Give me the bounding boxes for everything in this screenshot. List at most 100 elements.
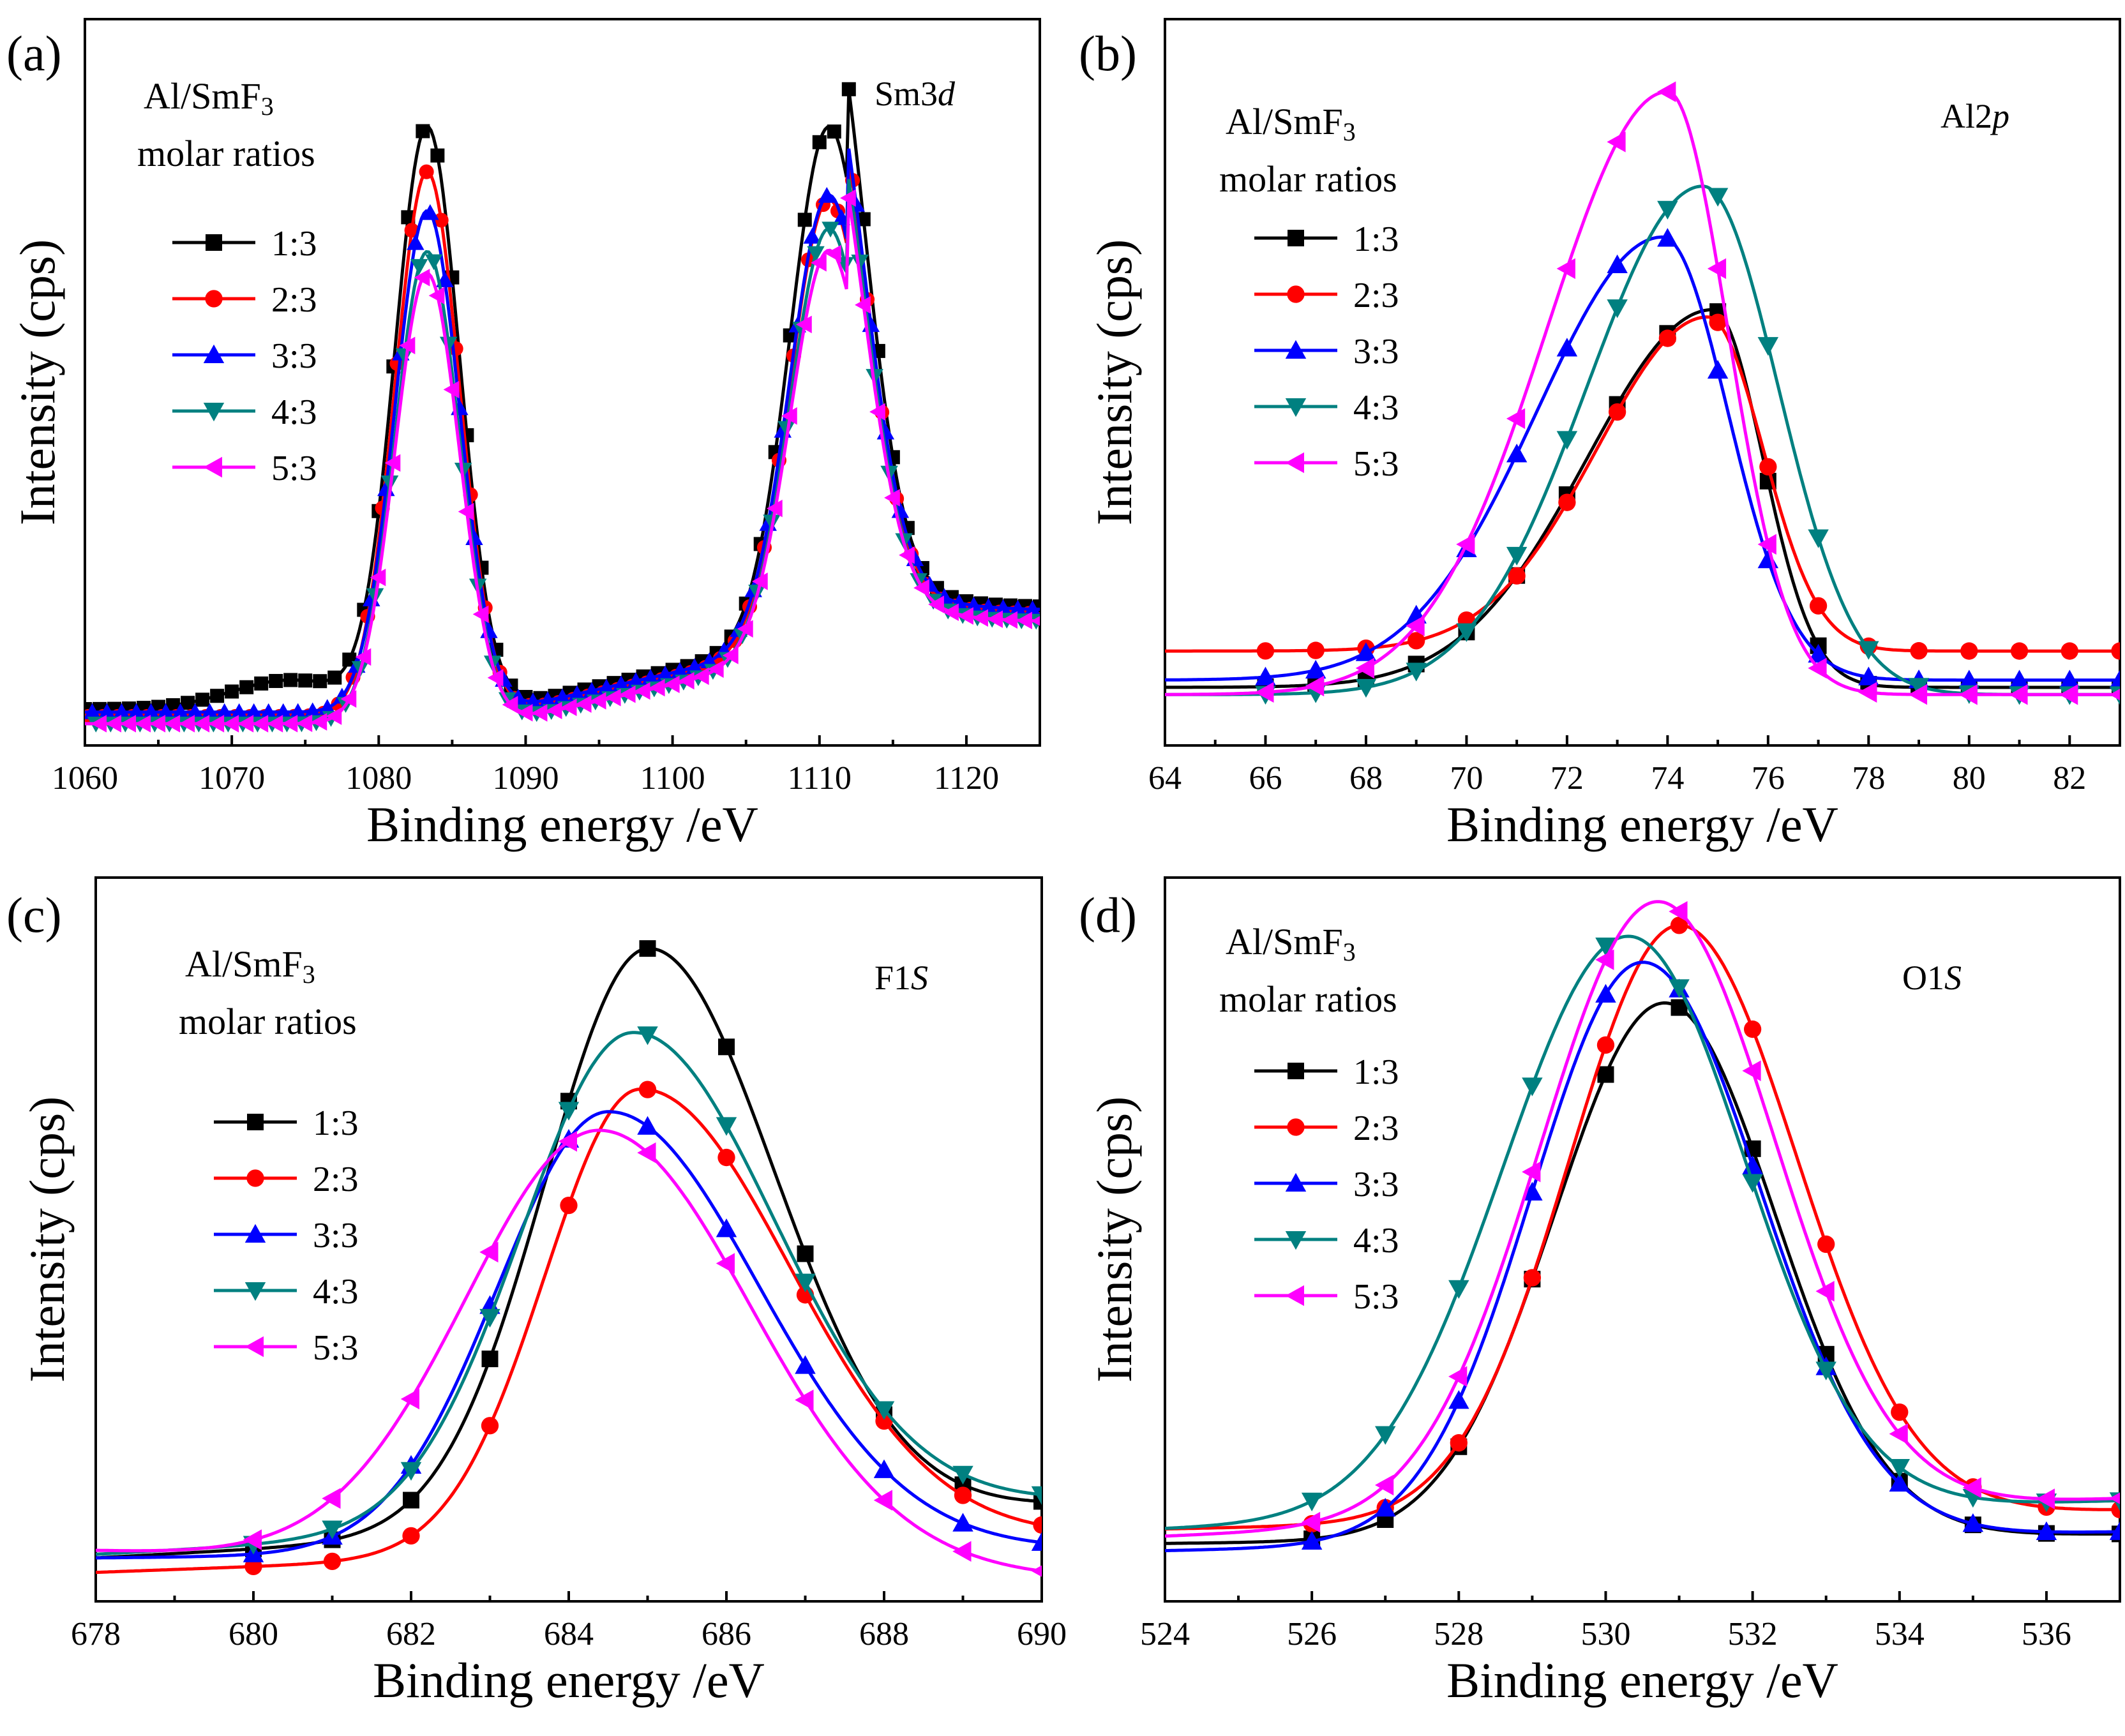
plot-frame: [84, 18, 1041, 747]
x-tick-label: 76: [1752, 760, 1785, 797]
marker-5-3: [237, 715, 254, 733]
marker-4-3: [1908, 678, 1930, 697]
x-tick-label: 688: [859, 1616, 909, 1652]
marker-1-3: [481, 1351, 499, 1368]
marker-3-3: [979, 598, 998, 615]
marker-2-3: [1033, 1516, 1042, 1534]
legend-label: 2:3: [1353, 1109, 1399, 1148]
marker-3-3: [319, 699, 336, 715]
marker-3-3: [1374, 1497, 1396, 1517]
core-level-italic: p: [1990, 97, 2009, 135]
legend-item-2-3: 2:3: [172, 280, 317, 320]
marker-2-3: [1608, 403, 1626, 421]
marker-1-3: [239, 680, 254, 694]
marker-2-3: [1817, 1235, 1835, 1253]
legend-marker: [1285, 398, 1307, 417]
marker-3-3: [627, 672, 645, 689]
marker-5-3: [149, 715, 166, 733]
marker-5-3: [781, 407, 797, 425]
x-tick-label: 1080: [345, 760, 412, 797]
marker-3-3: [1448, 1390, 1469, 1409]
marker-5-3: [1556, 258, 1575, 280]
marker-3-3: [2109, 1521, 2120, 1540]
legend-marker: [1285, 1285, 1304, 1306]
marker-4-3: [1858, 641, 1879, 660]
marker-3-3: [1506, 444, 1528, 463]
legend-item-4-3: 4:3: [172, 393, 317, 432]
marker-5-3: [972, 609, 988, 627]
legend-title-line1: Al/SmF3: [1226, 921, 1356, 966]
marker-4-3: [822, 221, 839, 238]
legend-marker: [205, 290, 223, 308]
marker-5-3: [1301, 1511, 1321, 1533]
legend-marker: [203, 456, 222, 478]
marker-1-3: [210, 689, 225, 703]
legend-marker: [1287, 1118, 1305, 1136]
legend-item-3-3: 3:3: [172, 336, 317, 376]
legend-title-subscript: 3: [1343, 938, 1356, 966]
x-axis-title: Binding energy /eV: [1446, 1652, 1838, 1708]
marker-3-3: [1889, 1472, 1911, 1492]
y-axis-title: Intensity (cps): [1086, 1096, 1142, 1382]
marker-5-3: [1374, 1474, 1394, 1496]
marker-2-3: [2061, 642, 2078, 660]
marker-4-3: [1406, 662, 1427, 682]
marker-3-3: [1522, 1181, 1543, 1201]
marker-5-3: [1669, 901, 1688, 922]
marker-2-3: [433, 213, 449, 228]
marker-4-3: [795, 1273, 816, 1292]
panel-a: 1060 1070 1080 1090 1100 1110 1120 Binding ener…: [6, 18, 1041, 852]
marker-5-3: [707, 660, 724, 678]
marker-3-3: [1657, 228, 1678, 247]
data-area: [85, 82, 1040, 733]
marker-2-3: [2010, 642, 2029, 660]
legend-marker: [1285, 1231, 1307, 1250]
marker-1-3: [313, 674, 327, 689]
marker-4-3: [1815, 1361, 1836, 1381]
x-tick-label: 690: [1017, 1616, 1067, 1652]
marker-2-3: [1256, 642, 1275, 660]
marker-3-3: [1031, 1532, 1042, 1551]
core-level-main: Sm3: [875, 75, 938, 113]
marker-5-3: [751, 572, 768, 590]
marker-5-3: [1742, 1060, 1761, 1081]
marker-3-3: [98, 703, 116, 719]
marker-2-3: [1596, 1036, 1615, 1054]
series-line-2-3: [96, 1087, 1042, 1575]
x-axis-title: Binding energy /eV: [373, 1652, 765, 1708]
marker-3-3: [1808, 643, 1829, 663]
legend-label: 3:3: [271, 336, 317, 376]
marker-5-3: [811, 253, 827, 272]
marker-4-3: [1374, 1426, 1396, 1445]
marker-3-3: [186, 703, 204, 719]
marker-5-3: [840, 189, 856, 207]
x-tick-label: 526: [1287, 1616, 1337, 1652]
x-tick-label: 66: [1249, 760, 1282, 797]
marker-4-3: [1506, 546, 1528, 566]
marker-3-3: [171, 703, 190, 719]
marker-5-3: [399, 336, 416, 355]
marker-3-3: [85, 703, 101, 719]
legend-item-4-3: 4:3: [1254, 388, 1399, 428]
marker-4-3: [424, 254, 443, 271]
marker-1-3: [430, 148, 445, 163]
marker-5-3: [855, 296, 871, 314]
core-level-main: F1: [875, 959, 911, 997]
legend-label: 1:3: [313, 1104, 359, 1143]
marker-2-3: [1450, 1434, 1468, 1452]
marker-5-3: [1522, 1161, 1541, 1183]
marker-3-3: [1607, 254, 1628, 273]
marker-3-3: [994, 599, 1012, 615]
marker-5-3: [472, 605, 489, 624]
marker-2-3: [1658, 329, 1677, 347]
marker-4-3: [807, 246, 825, 262]
legend-item-5-3: 5:3: [1254, 444, 1399, 484]
legend-label: 4:3: [1353, 388, 1399, 428]
x-tick-label: 532: [1728, 1616, 1778, 1652]
legend-marker: [1285, 452, 1304, 474]
legend-title-line2: molar ratios: [1219, 158, 1397, 200]
legend-title-subscript: 3: [303, 960, 315, 989]
data-area: [1165, 900, 2120, 1552]
marker-5-3: [1031, 1565, 1042, 1577]
panel-c: 678 680 682 684 686 688 690 Binding energy /eV I…: [6, 876, 1067, 1708]
